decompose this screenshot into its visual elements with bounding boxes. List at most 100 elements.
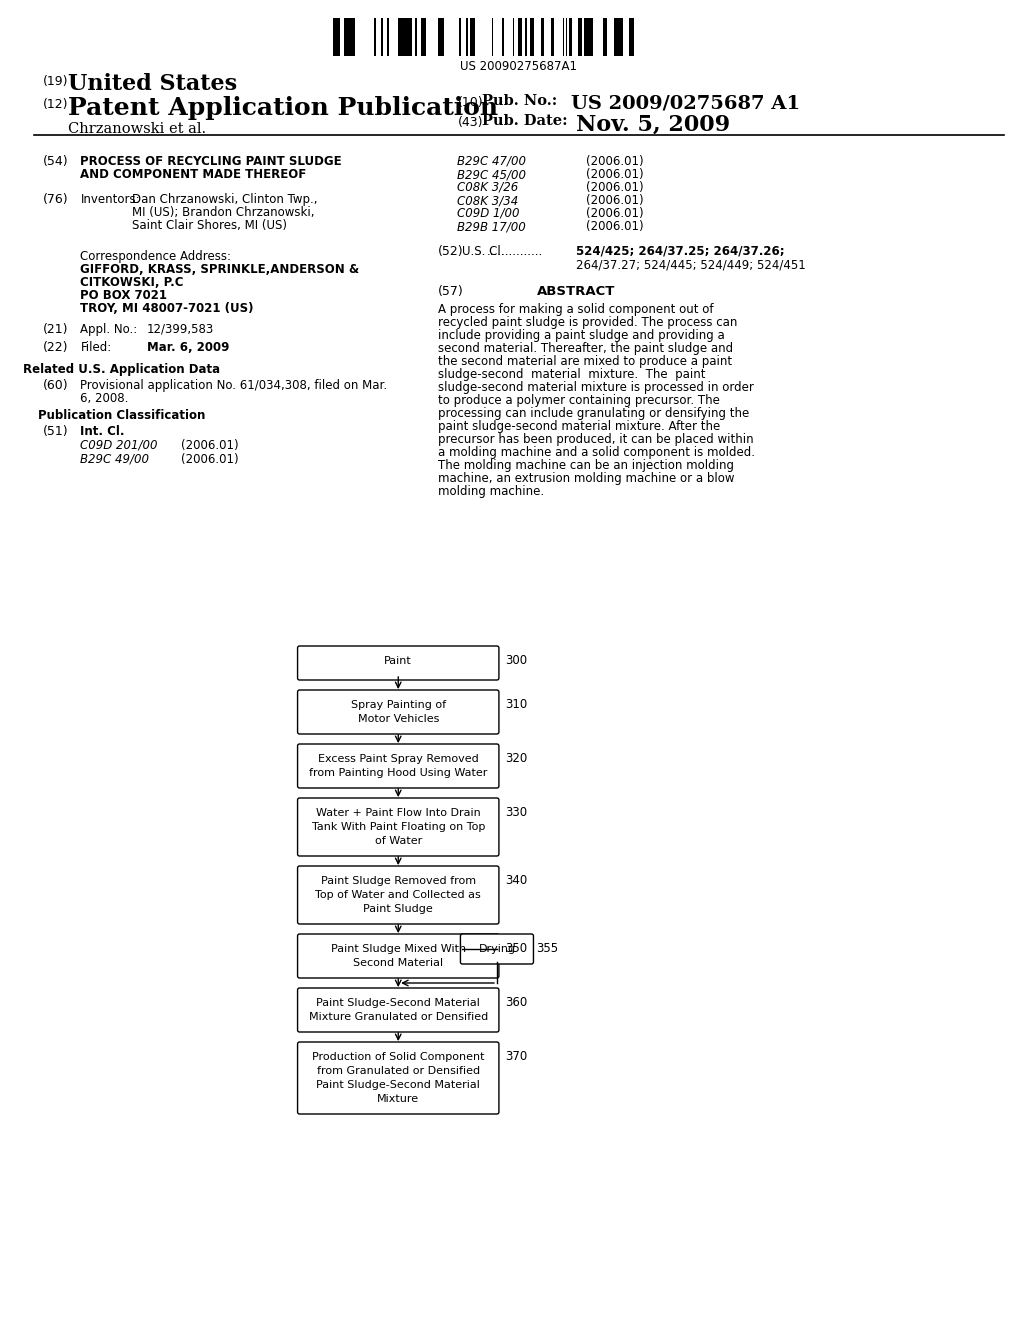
Text: 310: 310 [505,698,527,711]
Text: Paint Sludge Removed from: Paint Sludge Removed from [321,876,476,886]
Bar [440,18,443,55]
Text: Water + Paint Flow Into Drain: Water + Paint Flow Into Drain [315,808,480,818]
Text: paint sludge-second material mixture. After the: paint sludge-second material mixture. Af… [437,420,720,433]
Text: (60): (60) [43,379,69,392]
Bar [603,18,606,55]
Text: C08K 3/26: C08K 3/26 [458,181,519,194]
Text: recycled paint sludge is provided. The process can: recycled paint sludge is provided. The p… [437,315,737,329]
Text: (51): (51) [43,425,69,438]
Text: sludge-second  material  mixture.  The  paint: sludge-second material mixture. The pain… [437,368,706,381]
Text: U.S. Cl.: U.S. Cl. [463,246,505,257]
Bar [437,18,440,55]
Text: 6, 2008.: 6, 2008. [81,392,129,405]
Text: Filed:: Filed: [81,341,112,354]
Text: a molding machine and a solid component is molded.: a molding machine and a solid component … [437,446,755,459]
Text: Int. Cl.: Int. Cl. [81,425,125,438]
Text: (76): (76) [43,193,69,206]
Text: PROCESS OF RECYCLING PAINT SLUDGE: PROCESS OF RECYCLING PAINT SLUDGE [81,154,342,168]
Text: MI (US); Brandon Chrzanowski,: MI (US); Brandon Chrzanowski, [132,206,314,219]
Text: machine, an extrusion molding machine or a blow: machine, an extrusion molding machine or… [437,473,734,484]
FancyBboxPatch shape [298,645,499,680]
Bar [347,18,349,55]
Bar [423,18,426,55]
Text: Top of Water and Collected as: Top of Water and Collected as [315,890,481,900]
Text: (52): (52) [437,246,463,257]
FancyBboxPatch shape [298,799,499,855]
Bar [470,18,472,55]
Text: (2006.01): (2006.01) [181,440,239,451]
Text: US 2009/0275687 A1: US 2009/0275687 A1 [571,94,800,112]
Text: 12/399,583: 12/399,583 [146,323,214,337]
Text: Related U.S. Application Data: Related U.S. Application Data [24,363,220,376]
Bar [519,18,521,55]
Text: GIFFORD, KRASS, SPRINKLE,ANDERSON &: GIFFORD, KRASS, SPRINKLE,ANDERSON & [81,263,359,276]
Text: (2006.01): (2006.01) [586,181,643,194]
Text: TROY, MI 48007-7021 (US): TROY, MI 48007-7021 (US) [81,302,254,315]
Bar [502,18,504,55]
Text: B29B 17/00: B29B 17/00 [458,220,526,234]
Text: Excess Paint Spray Removed: Excess Paint Spray Removed [317,754,478,764]
Text: second material. Thereafter, the paint sludge and: second material. Thereafter, the paint s… [437,342,733,355]
Bar [387,18,389,55]
Text: Dan Chrzanowski, Clinton Twp.,: Dan Chrzanowski, Clinton Twp., [132,193,317,206]
Text: ABSTRACT: ABSTRACT [537,285,615,298]
Bar [421,18,423,55]
Text: include providing a paint sludge and providing a: include providing a paint sludge and pro… [437,329,724,342]
Bar [466,18,468,55]
Bar [410,18,412,55]
Text: Chrzanowski et al.: Chrzanowski et al. [68,121,206,136]
Bar [349,18,352,55]
Text: Spray Painting of: Spray Painting of [350,700,445,710]
Bar [617,18,621,55]
Text: (43): (43) [458,116,483,129]
Bar [629,18,632,55]
Text: PO BOX 7021: PO BOX 7021 [81,289,168,302]
Text: Pub. Date:: Pub. Date: [482,114,567,128]
Text: Mixture: Mixture [377,1094,419,1104]
Text: C08K 3/34: C08K 3/34 [458,194,519,207]
Text: Pub. No.:: Pub. No.: [482,94,557,108]
Text: US 20090275687A1: US 20090275687A1 [460,59,578,73]
Text: B29C 47/00: B29C 47/00 [458,154,526,168]
Text: Motor Vehicles: Motor Vehicles [357,714,439,723]
Text: (54): (54) [43,154,69,168]
Text: Provisional application No. 61/034,308, filed on Mar.: Provisional application No. 61/034,308, … [81,379,387,392]
Bar [374,18,376,55]
Bar [344,18,347,55]
Bar [587,18,590,55]
Text: 350: 350 [505,942,527,954]
Text: B29C 49/00: B29C 49/00 [81,453,150,466]
Text: C09D 201/00: C09D 201/00 [81,440,158,451]
Bar [408,18,410,55]
Text: to produce a polymer containing precursor. The: to produce a polymer containing precurso… [437,393,720,407]
Bar [334,18,337,55]
Text: Second Material: Second Material [353,958,443,968]
Text: Mixture Granulated or Densified: Mixture Granulated or Densified [308,1012,487,1022]
Bar [524,18,526,55]
Bar [590,18,593,55]
Text: (2006.01): (2006.01) [586,168,643,181]
Text: (12): (12) [43,98,69,111]
Bar [352,18,354,55]
Text: Drying: Drying [478,944,515,954]
Text: B29C 45/00: B29C 45/00 [458,168,526,181]
Text: Paint Sludge: Paint Sludge [364,904,433,913]
Text: (2006.01): (2006.01) [181,453,239,466]
Text: of Water: of Water [375,836,422,846]
Bar [552,18,554,55]
Text: Paint Sludge-Second Material: Paint Sludge-Second Material [316,1080,480,1090]
Text: Paint Sludge-Second Material: Paint Sludge-Second Material [316,998,480,1008]
Text: Publication Classification: Publication Classification [38,409,206,422]
Text: sludge-second material mixture is processed in order: sludge-second material mixture is proces… [437,381,754,393]
Text: (10): (10) [458,96,483,110]
FancyBboxPatch shape [298,744,499,788]
Text: Tank With Paint Floating on Top: Tank With Paint Floating on Top [311,822,485,832]
Text: processing can include granulating or densifying the: processing can include granulating or de… [437,407,749,420]
Bar [401,18,404,55]
Bar [337,18,340,55]
Text: (21): (21) [43,323,69,337]
Text: 370: 370 [505,1049,527,1063]
FancyBboxPatch shape [298,690,499,734]
Bar [542,18,545,55]
Text: (19): (19) [43,75,69,88]
